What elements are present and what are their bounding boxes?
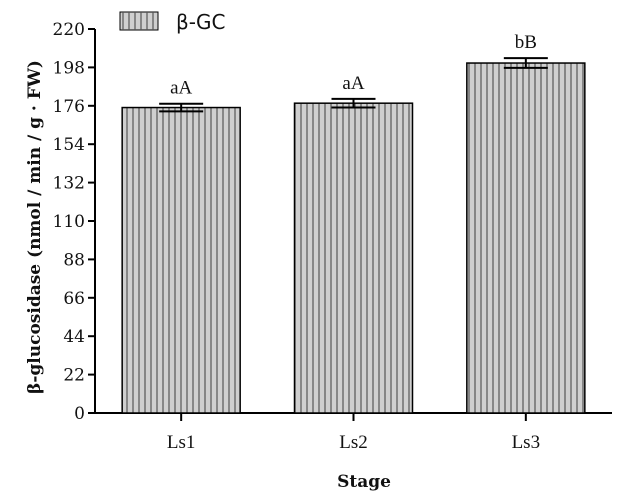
legend-label: β-GC <box>176 10 225 34</box>
legend-swatch <box>119 11 159 31</box>
bar-ls3 <box>466 62 586 414</box>
y-axis-title: β-glucosidase (nmol / min / g · FW) <box>25 60 45 394</box>
y-tick-label: 154 <box>53 135 85 155</box>
x-axis-title: Stage <box>337 472 391 492</box>
y-tick-label: 110 <box>53 212 85 232</box>
x-tick-label: Ls3 <box>512 432 541 453</box>
y-tick-label: 66 <box>63 289 85 309</box>
x-tick-label: Ls1 <box>167 432 196 453</box>
bar-ls1 <box>121 106 241 414</box>
x-tick-label: Ls2 <box>339 432 368 453</box>
y-tick-label: 220 <box>53 20 85 40</box>
y-tick-label: 176 <box>53 97 85 117</box>
y-tick-label: 132 <box>53 174 85 194</box>
legend: β-GC <box>119 10 225 34</box>
y-tick-label: 44 <box>63 327 85 347</box>
y-tick-label: 22 <box>63 366 85 386</box>
y-tick-label: 198 <box>53 58 85 78</box>
y-tick-label: 88 <box>63 250 85 270</box>
significance-label: aA <box>342 73 364 94</box>
bar-ls2 <box>293 102 414 414</box>
significance-label: aA <box>170 78 192 99</box>
y-tick-label: 0 <box>74 404 85 424</box>
significance-label: bB <box>515 32 537 53</box>
